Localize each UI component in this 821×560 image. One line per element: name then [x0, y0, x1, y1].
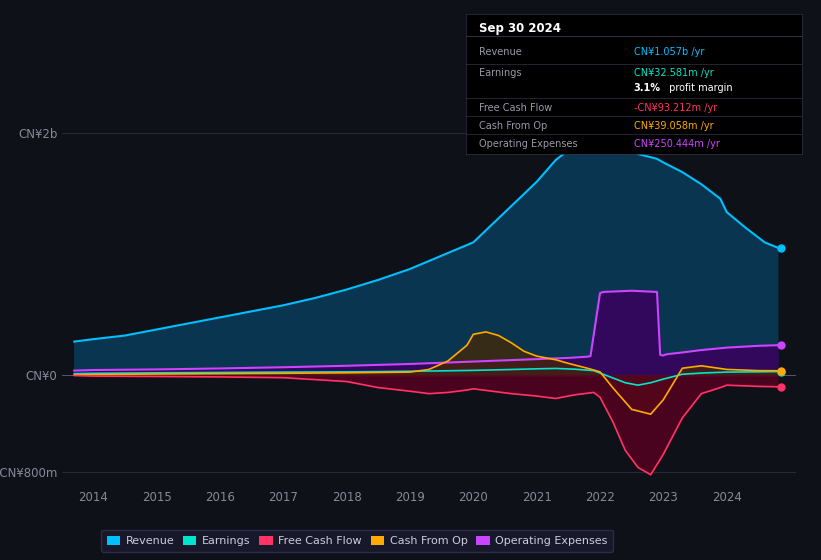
Text: CN¥250.444m /yr: CN¥250.444m /yr — [634, 139, 720, 149]
Text: Sep 30 2024: Sep 30 2024 — [479, 22, 561, 35]
Text: CN¥32.581m /yr: CN¥32.581m /yr — [634, 68, 713, 78]
Text: Revenue: Revenue — [479, 47, 521, 57]
Legend: Revenue, Earnings, Free Cash Flow, Cash From Op, Operating Expenses: Revenue, Earnings, Free Cash Flow, Cash … — [101, 530, 613, 552]
Text: 3.1%: 3.1% — [634, 83, 661, 93]
Text: profit margin: profit margin — [666, 83, 732, 93]
Text: CN¥39.058m /yr: CN¥39.058m /yr — [634, 121, 713, 131]
Text: Earnings: Earnings — [479, 68, 521, 78]
Text: Free Cash Flow: Free Cash Flow — [479, 103, 553, 113]
Text: -CN¥93.212m /yr: -CN¥93.212m /yr — [634, 103, 717, 113]
Text: Cash From Op: Cash From Op — [479, 121, 548, 131]
Text: CN¥1.057b /yr: CN¥1.057b /yr — [634, 47, 704, 57]
Text: Operating Expenses: Operating Expenses — [479, 139, 578, 149]
